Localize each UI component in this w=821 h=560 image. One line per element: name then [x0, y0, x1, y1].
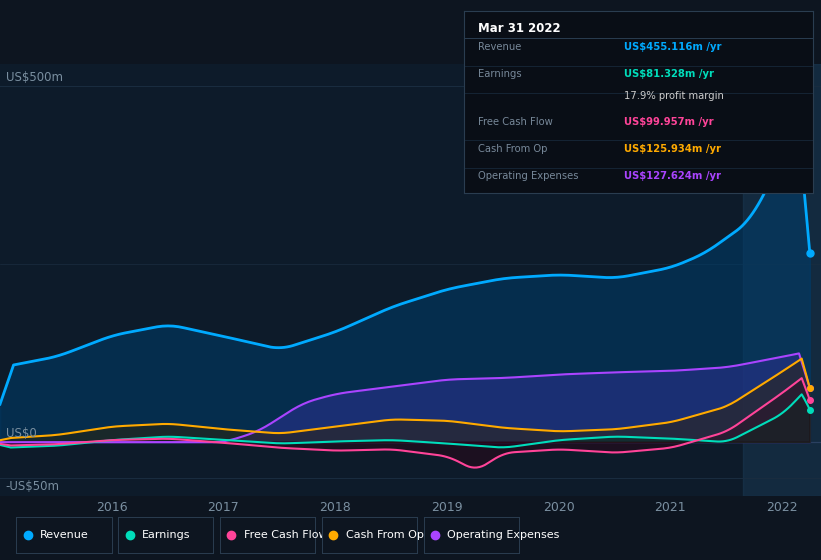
Text: Earnings: Earnings: [478, 69, 521, 80]
Text: Free Cash Flow: Free Cash Flow: [478, 117, 553, 127]
Text: Operating Expenses: Operating Expenses: [478, 171, 578, 181]
Text: Cash From Op: Cash From Op: [478, 144, 548, 154]
Text: Free Cash Flow: Free Cash Flow: [244, 530, 328, 540]
Text: US$99.957m /yr: US$99.957m /yr: [624, 117, 714, 127]
Text: Revenue: Revenue: [478, 42, 521, 52]
Text: Cash From Op: Cash From Op: [346, 530, 424, 540]
Text: US$0: US$0: [6, 427, 36, 440]
Text: 17.9% profit margin: 17.9% profit margin: [624, 91, 724, 101]
Text: US$500m: US$500m: [6, 71, 62, 83]
Text: -US$50m: -US$50m: [6, 480, 60, 493]
Text: US$125.934m /yr: US$125.934m /yr: [624, 144, 722, 154]
Text: US$81.328m /yr: US$81.328m /yr: [624, 69, 714, 80]
Text: Mar 31 2022: Mar 31 2022: [478, 22, 561, 35]
Text: US$127.624m /yr: US$127.624m /yr: [624, 171, 722, 181]
Text: US$455.116m /yr: US$455.116m /yr: [624, 42, 722, 52]
Text: Operating Expenses: Operating Expenses: [447, 530, 560, 540]
Text: Earnings: Earnings: [142, 530, 190, 540]
Bar: [743, 64, 821, 496]
Text: Revenue: Revenue: [40, 530, 89, 540]
